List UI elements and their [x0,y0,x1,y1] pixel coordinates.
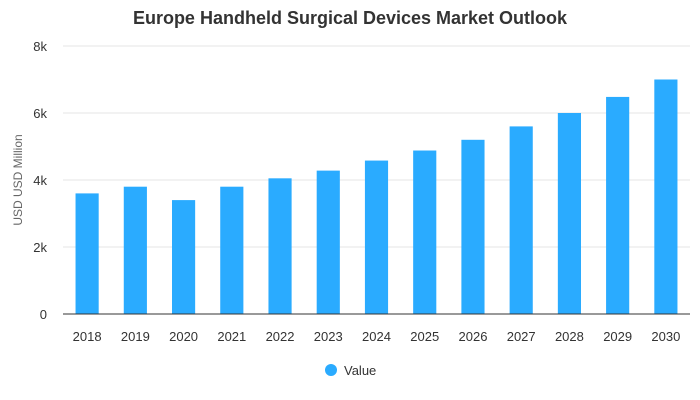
y-tick-label: 4k [33,173,47,188]
bar[interactable] [606,96,630,314]
x-tick-label: 2022 [266,329,295,344]
bar[interactable] [172,200,196,314]
x-tick-label: 2029 [603,329,632,344]
y-tick-label: 8k [33,39,47,54]
bar[interactable] [364,160,389,314]
x-tick-label: 2027 [507,329,536,344]
bar[interactable] [75,193,99,314]
x-tick-label: 2024 [362,329,391,344]
x-tick-label: 2020 [169,329,198,344]
y-tick-label: 2k [33,240,47,255]
bar[interactable] [557,113,581,314]
y-tick-label: 0 [40,307,47,322]
bar[interactable] [654,79,678,315]
x-tick-label: 2026 [459,329,488,344]
legend-label[interactable]: Value [344,363,376,378]
y-axis-label: USD USD Million [11,134,25,225]
chart-title: Europe Handheld Surgical Devices Market … [133,8,568,28]
x-tick-label: 2018 [73,329,102,344]
bar[interactable] [220,186,244,314]
y-axis-ticks: 0 2k 4k 6k 8k [33,39,47,322]
bar[interactable] [316,170,340,314]
bars [75,79,678,315]
y-tick-label: 6k [33,106,47,121]
legend[interactable]: Value [325,363,376,378]
bar[interactable] [268,178,292,314]
x-tick-label: 2021 [217,329,246,344]
x-tick-label: 2028 [555,329,584,344]
bar[interactable] [461,139,485,314]
x-tick-label: 2030 [651,329,680,344]
x-tick-label: 2019 [121,329,150,344]
bar[interactable] [123,186,147,314]
x-tick-label: 2025 [410,329,439,344]
bar[interactable] [413,150,437,314]
x-axis-ticks: 2018 2019 2020 2021 2022 2023 2024 2025 2026 2027… [73,329,681,344]
legend-marker[interactable] [325,364,337,376]
x-tick-label: 2023 [314,329,343,344]
bar[interactable] [509,126,533,315]
